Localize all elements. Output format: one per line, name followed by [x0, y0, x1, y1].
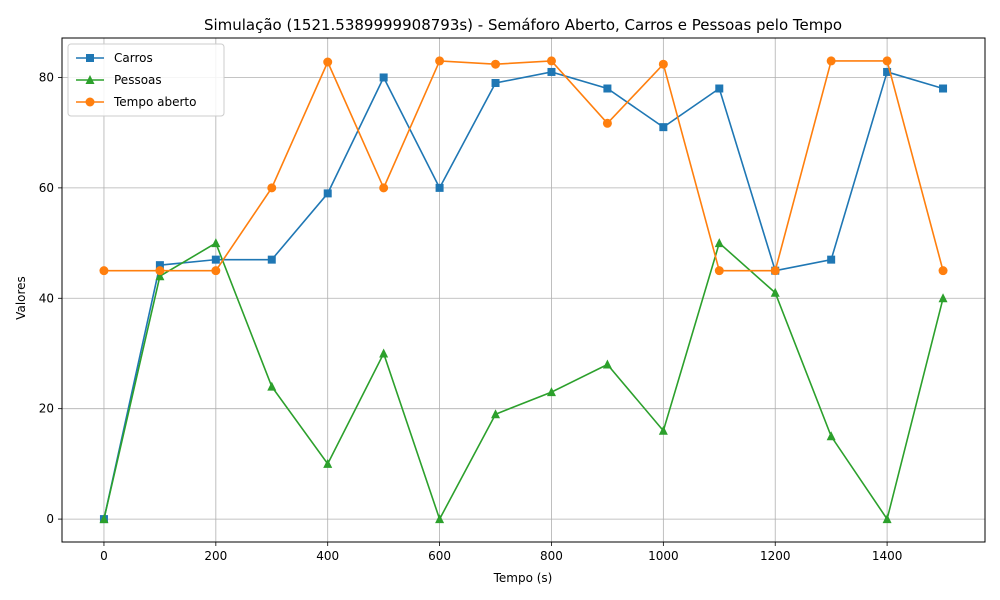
- x-tick-label: 1200: [760, 549, 791, 563]
- data-point-tempo-aberto: [99, 266, 109, 276]
- x-tick-label: 1000: [648, 549, 679, 563]
- x-tick-label: 400: [316, 549, 339, 563]
- data-point-carros: [827, 255, 836, 264]
- legend-label: Carros: [114, 51, 153, 65]
- data-point-pessoas: [491, 409, 501, 419]
- data-point-pessoas: [379, 348, 389, 358]
- legend-item-pessoas: Pessoas: [76, 73, 162, 87]
- data-point-tempo-aberto: [938, 266, 948, 276]
- data-point-pessoas: [826, 431, 836, 441]
- data-point-carros: [491, 78, 500, 87]
- data-point-tempo-aberto: [826, 56, 836, 66]
- data-point-pessoas: [546, 387, 556, 397]
- legend-marker: [85, 97, 95, 107]
- legend-box: [67, 43, 225, 117]
- legend-marker: [85, 75, 95, 84]
- data-point-carros: [547, 67, 556, 76]
- data-point-carros: [939, 84, 948, 93]
- y-tick-label: 80: [39, 70, 54, 84]
- series-line-carros: [103, 70, 944, 520]
- series-layer: [99, 56, 948, 524]
- legend-item-tempo-aberto: Tempo aberto: [76, 95, 196, 109]
- data-point-pessoas: [99, 514, 109, 524]
- y-axis-title: Valores: [14, 276, 28, 320]
- data-point-pessoas: [658, 425, 668, 435]
- x-tick-label: 600: [428, 549, 451, 563]
- x-axis-title: Tempo (s): [493, 571, 553, 585]
- data-point-tempo-aberto: [658, 59, 668, 69]
- y-tick-label: 0: [46, 512, 54, 526]
- plot-frame: [61, 37, 986, 543]
- x-tick-label: 0: [100, 549, 108, 563]
- data-point-carros: [267, 255, 276, 264]
- data-point-pessoas: [155, 271, 165, 281]
- series-tempo-aberto: [99, 56, 948, 276]
- data-point-tempo-aberto: [267, 183, 277, 193]
- data-point-pessoas: [714, 238, 724, 248]
- y-tick-label: 20: [39, 402, 54, 416]
- data-point-carros: [603, 84, 612, 93]
- legend: Carros Pessoas Tempo aberto: [67, 43, 225, 117]
- data-point-tempo-aberto: [546, 56, 556, 66]
- data-point-pessoas: [211, 238, 221, 248]
- data-point-tempo-aberto: [491, 59, 501, 69]
- legend-label: Tempo aberto: [113, 95, 196, 109]
- data-point-pessoas: [323, 458, 333, 468]
- data-point-tempo-aberto: [714, 266, 724, 276]
- data-point-tempo-aberto: [602, 118, 612, 128]
- grid-lines: [62, 38, 985, 542]
- y-tick-label: 40: [39, 291, 54, 305]
- data-point-pessoas: [770, 287, 780, 297]
- y-tick-label: 60: [39, 181, 54, 195]
- data-point-carros: [659, 123, 668, 132]
- legend-item-carros: Carros: [76, 51, 153, 65]
- data-point-tempo-aberto: [323, 57, 333, 67]
- series-pessoas: [99, 238, 948, 524]
- data-point-tempo-aberto: [882, 56, 892, 66]
- data-point-carros: [883, 67, 892, 76]
- data-point-tempo-aberto: [770, 266, 780, 276]
- series-line-tempo-aberto: [103, 60, 944, 272]
- data-point-pessoas: [882, 514, 892, 524]
- x-tick-label: 800: [540, 549, 563, 563]
- x-tick-label: 1400: [872, 549, 903, 563]
- chart-title: Simulação (1521.5389999908793s) - Semáfo…: [204, 16, 842, 34]
- y-axis: 0 20 40 60 80: [39, 70, 62, 526]
- legend-marker: [86, 54, 94, 62]
- data-point-tempo-aberto: [379, 183, 389, 193]
- data-point-pessoas: [602, 359, 612, 369]
- data-point-carros: [715, 84, 724, 93]
- series-line-pessoas: [103, 241, 944, 522]
- data-point-pessoas: [267, 381, 277, 391]
- data-point-tempo-aberto: [155, 266, 165, 276]
- data-point-pessoas: [938, 293, 948, 303]
- data-point-carros: [211, 255, 220, 264]
- data-point-pessoas: [435, 514, 445, 524]
- data-point-carros: [323, 189, 332, 198]
- data-point-carros: [435, 183, 444, 192]
- x-axis: 0 200 400 600 800 1000 1200 1400: [100, 542, 902, 563]
- legend-label: Pessoas: [114, 73, 162, 87]
- data-point-carros: [379, 73, 388, 82]
- data-point-tempo-aberto: [211, 266, 221, 276]
- data-point-carros: [155, 261, 164, 270]
- data-point-tempo-aberto: [435, 56, 445, 66]
- x-tick-label: 200: [204, 549, 227, 563]
